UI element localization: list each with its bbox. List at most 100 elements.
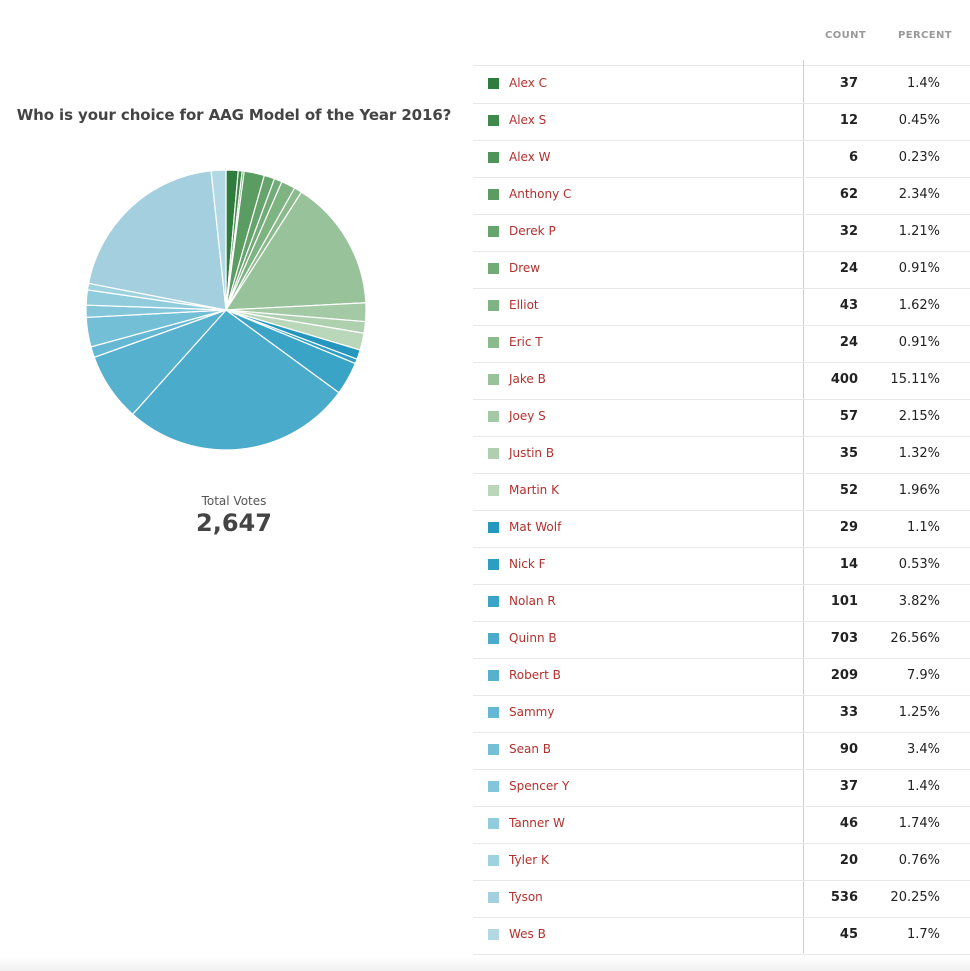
- legend-swatch: [488, 115, 499, 126]
- table-row: Mat Wolf 29 1.1%: [473, 510, 970, 548]
- vote-percent: 1.7%: [906, 927, 940, 942]
- option-name-link[interactable]: Mat Wolf: [509, 520, 562, 534]
- total-votes-value: 2,647: [196, 509, 272, 537]
- total-votes-label: Total Votes: [201, 494, 267, 508]
- legend-swatch: [488, 596, 499, 607]
- vote-percent: 2.34%: [898, 187, 940, 202]
- option-name-link[interactable]: Quinn B: [509, 631, 557, 645]
- option-name-link[interactable]: Tanner W: [509, 816, 565, 830]
- table-row: Spencer Y 37 1.4%: [473, 769, 970, 807]
- vote-count: 209: [830, 668, 858, 683]
- legend-swatch: [488, 707, 499, 718]
- vote-percent: 0.91%: [898, 261, 940, 276]
- vote-count: 6: [848, 150, 858, 165]
- vote-percent: 1.4%: [906, 779, 940, 794]
- table-row: Alex W 6 0.23%: [473, 140, 970, 178]
- vote-count: 24: [839, 261, 858, 276]
- table-row: Alex S 12 0.45%: [473, 103, 970, 141]
- legend-swatch: [488, 152, 499, 163]
- vote-percent: 1.21%: [898, 224, 940, 239]
- option-name-link[interactable]: Sammy: [509, 705, 555, 719]
- legend-swatch: [488, 855, 499, 866]
- option-name-link[interactable]: Spencer Y: [509, 779, 570, 793]
- table-top-border: [473, 65, 970, 66]
- vote-percent: 3.4%: [906, 742, 940, 757]
- vote-percent: 0.91%: [898, 335, 940, 350]
- column-divider: [803, 60, 804, 953]
- table-row: Joey S 57 2.15%: [473, 399, 970, 437]
- table-row: Sean B 90 3.4%: [473, 732, 970, 770]
- pie-chart: [85, 169, 367, 451]
- legend-swatch: [488, 374, 499, 385]
- legend-swatch: [488, 892, 499, 903]
- vote-count: 45: [839, 927, 858, 942]
- vote-percent: 15.11%: [890, 372, 940, 387]
- option-name-link[interactable]: Alex S: [509, 113, 547, 127]
- table-row: Martin K 52 1.96%: [473, 473, 970, 511]
- legend-swatch: [488, 411, 499, 422]
- vote-percent: 3.82%: [898, 594, 940, 609]
- option-name-link[interactable]: Joey S: [509, 409, 546, 423]
- pie-slice-quinn-b[interactable]: [131, 309, 340, 451]
- legend-swatch: [488, 226, 499, 237]
- option-name-link[interactable]: Jake B: [509, 372, 546, 386]
- vote-percent: 0.53%: [898, 557, 940, 572]
- legend-swatch: [488, 300, 499, 311]
- table-row: Drew 24 0.91%: [473, 251, 970, 289]
- vote-count: 536: [830, 890, 858, 905]
- option-name-link[interactable]: Anthony C: [509, 187, 572, 201]
- legend-swatch: [488, 818, 499, 829]
- percent-column-header: PERCENT: [898, 30, 953, 41]
- legend-swatch: [488, 337, 499, 348]
- results-table: COUNT PERCENT Alex C 37 1.4% Alex S 12 0.45% A…: [473, 0, 970, 971]
- vote-percent: 1.62%: [898, 298, 940, 313]
- bottom-shadow: [0, 956, 970, 971]
- vote-count: 62: [839, 187, 858, 202]
- table-row: Alex C 37 1.4%: [473, 66, 970, 104]
- vote-count: 35: [839, 446, 858, 461]
- table-row: Anthony C 62 2.34%: [473, 177, 970, 215]
- pie-slice-tyson[interactable]: [87, 170, 227, 311]
- legend-swatch: [488, 448, 499, 459]
- legend-swatch: [488, 929, 499, 940]
- option-name-link[interactable]: Justin B: [509, 446, 555, 460]
- option-name-link[interactable]: Nick F: [509, 557, 546, 571]
- chart-title: Who is your choice for AAG Model of the …: [16, 106, 452, 124]
- vote-percent: 0.23%: [898, 150, 940, 165]
- option-name-link[interactable]: Elliot: [509, 298, 539, 312]
- option-name-link[interactable]: Alex C: [509, 76, 548, 90]
- vote-percent: 1.96%: [898, 483, 940, 498]
- pie-slice-jake-b[interactable]: [224, 191, 367, 311]
- vote-count: 14: [839, 557, 858, 572]
- vote-percent: 1.4%: [906, 76, 940, 91]
- option-name-link[interactable]: Sean B: [509, 742, 552, 756]
- table-row: Jake B 400 15.11%: [473, 362, 970, 400]
- vote-percent: 1.32%: [898, 446, 940, 461]
- legend-swatch: [488, 744, 499, 755]
- option-name-link[interactable]: Derek P: [509, 224, 556, 238]
- option-name-link[interactable]: Martin K: [509, 483, 559, 497]
- legend-swatch: [488, 559, 499, 570]
- option-name-link[interactable]: Tyler K: [509, 853, 549, 867]
- vote-count: 20: [839, 853, 858, 868]
- option-name-link[interactable]: Drew: [509, 261, 541, 275]
- option-name-link[interactable]: Nolan R: [509, 594, 556, 608]
- vote-count: 57: [839, 409, 858, 424]
- vote-count: 37: [839, 76, 858, 91]
- chart-panel: Who is your choice for AAG Model of the …: [0, 0, 470, 971]
- option-name-link[interactable]: Tyson: [509, 890, 543, 904]
- option-name-link[interactable]: Robert B: [509, 668, 561, 682]
- option-name-link[interactable]: Alex W: [509, 150, 551, 164]
- option-name-link[interactable]: Wes B: [509, 927, 546, 941]
- table-row: Quinn B 703 26.56%: [473, 621, 970, 659]
- table-row: Sammy 33 1.25%: [473, 695, 970, 733]
- vote-count: 32: [839, 224, 858, 239]
- legend-swatch: [488, 522, 499, 533]
- vote-percent: 20.25%: [890, 890, 940, 905]
- vote-count: 33: [839, 705, 858, 720]
- pie-slice-wes-b[interactable]: [210, 169, 227, 311]
- vote-count: 24: [839, 335, 858, 350]
- table-row: Eric T 24 0.91%: [473, 325, 970, 363]
- legend-swatch: [488, 781, 499, 792]
- option-name-link[interactable]: Eric T: [509, 335, 543, 349]
